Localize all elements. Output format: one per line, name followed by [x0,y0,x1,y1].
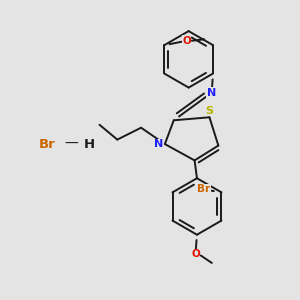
Text: S: S [206,106,213,116]
Text: H: H [83,138,94,151]
Text: Br: Br [39,138,56,151]
Text: —: — [64,137,78,151]
Text: O: O [191,249,200,259]
Text: Br: Br [197,184,210,194]
Text: N: N [207,88,216,98]
Text: O: O [182,36,191,46]
Text: N: N [154,139,163,149]
